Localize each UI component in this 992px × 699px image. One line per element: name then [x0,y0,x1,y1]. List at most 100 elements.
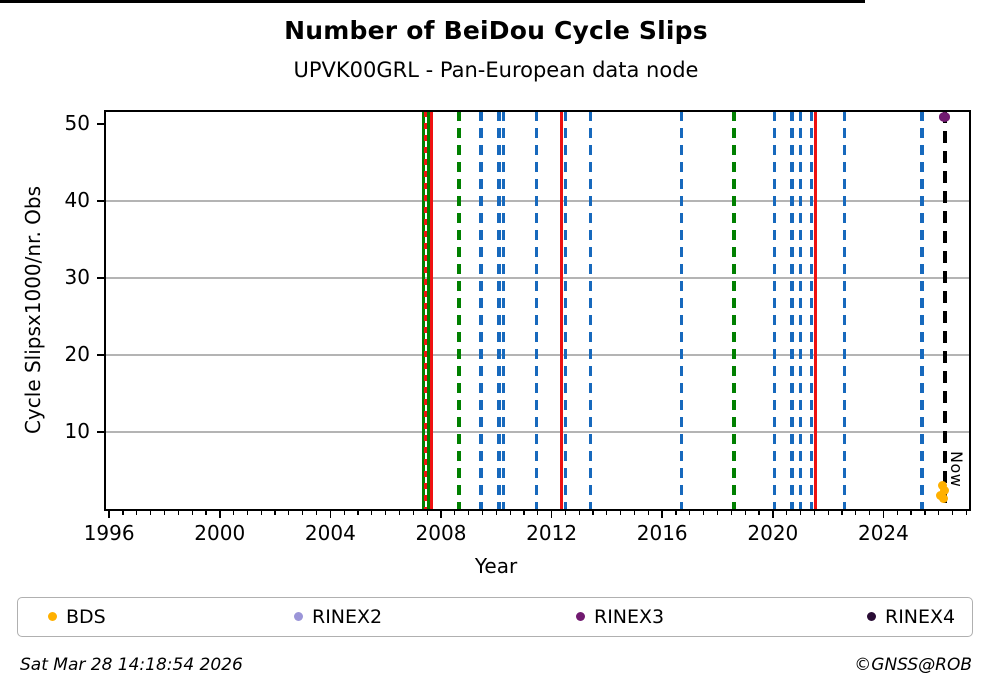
x-minor-tick [965,511,967,515]
legend-item-rinex2: RINEX2 [294,598,382,635]
x-minor-tick [136,511,138,515]
x-minor-tick [315,511,318,515]
x-minor-tick [537,511,539,515]
x-major-tick [108,511,110,518]
cap-line [0,0,865,3]
rinex4-marker-icon [867,612,876,621]
x-minor-tick [426,511,428,515]
data-point-rinex3 [939,112,951,122]
y-tick [96,277,104,279]
x-major-tick [882,511,885,518]
x-major-tick [772,511,774,518]
y-tick [96,431,104,433]
x-minor-tick [481,511,484,515]
x-minor-tick [163,511,166,515]
x-minor-tick [122,511,124,515]
rinex2-marker-icon [294,612,303,621]
x-minor-tick [177,511,179,515]
x-minor-tick [786,511,788,515]
x-minor-tick [703,511,705,515]
x-minor-tick [910,511,912,515]
x-minor-tick [288,511,290,515]
x-minor-tick [633,511,636,515]
chart-subtitle: UPVK00GRL - Pan-European data node [293,58,699,82]
x-minor-tick [343,511,345,515]
x-minor-tick [647,511,649,515]
x-minor-tick [412,511,414,515]
x-tick-label: 2024 [857,521,909,545]
x-minor-tick [841,511,843,515]
event-line-red [429,111,433,509]
x-minor-tick [758,511,760,515]
event-line-blue [809,111,814,509]
event-line-blue [479,111,483,509]
x-minor-tick [938,511,940,515]
event-line-red [424,111,428,509]
x-minor-tick [274,511,276,515]
event-line-green [457,111,461,509]
event-line-blue [772,111,776,509]
x-minor-tick [869,511,871,515]
x-tick-label: 2012 [526,521,578,545]
data-point-bds [937,480,947,490]
event-line-blue [563,111,568,509]
x-minor-tick [799,511,802,515]
legend: BDS RINEX2 RINEX3 RINEX4 [17,597,973,637]
x-minor-tick [232,511,235,515]
x-axis-label: Year [474,554,518,578]
x-major-tick [550,511,553,518]
x-minor-tick [357,511,359,515]
bds-marker-icon [48,612,57,621]
x-minor-tick [592,511,594,515]
data-point-bds [939,486,949,496]
legend-item-bds: BDS [48,598,106,635]
rinex3-marker-icon [576,612,585,621]
y-tick [96,354,104,356]
event-line-green [427,111,431,509]
event-line-blue [679,111,684,509]
x-minor-tick [205,511,207,515]
y-tick-label: 10 [64,419,90,444]
x-tick-label: 2020 [747,521,799,545]
event-line-blue [798,111,803,509]
x-major-tick [661,511,663,518]
legend-item-rinex3: RINEX3 [576,598,664,635]
event-line-blue [920,111,924,509]
x-minor-tick [716,511,719,515]
chart-title: Number of BeiDou Cycle Slips [284,16,708,45]
event-line-red [814,111,818,509]
event-line-red [559,111,563,509]
x-minor-tick [744,511,746,515]
x-minor-tick [468,511,470,515]
y-tick-label: 40 [64,188,90,213]
x-minor-tick [855,511,857,515]
x-minor-tick [924,511,926,515]
x-minor-tick [606,511,608,515]
y-tick-label: 30 [64,265,90,290]
x-minor-tick [620,511,622,515]
y-tick-label: 20 [64,342,90,367]
x-minor-tick [385,511,387,515]
x-minor-tick [260,511,262,515]
x-minor-tick [191,511,193,515]
event-line-blue [588,111,592,509]
x-tick-label: 2008 [415,521,467,545]
event-line-blue [497,111,501,509]
legend-item-rinex4: RINEX4 [867,598,955,635]
x-minor-tick [730,511,732,515]
x-tick-label: 1996 [83,521,135,545]
now-label: Now [947,451,966,488]
x-minor-tick [509,511,511,515]
x-minor-tick [371,511,373,515]
data-point-bds [938,494,948,504]
x-minor-tick [564,511,567,515]
event-line-blue [790,111,794,509]
x-minor-tick [398,511,401,515]
x-minor-tick [302,511,304,515]
x-minor-tick [454,511,456,515]
x-minor-tick [689,511,691,515]
y-tick [96,123,104,125]
copyright-credit: ©GNSS@ROB [854,655,972,675]
